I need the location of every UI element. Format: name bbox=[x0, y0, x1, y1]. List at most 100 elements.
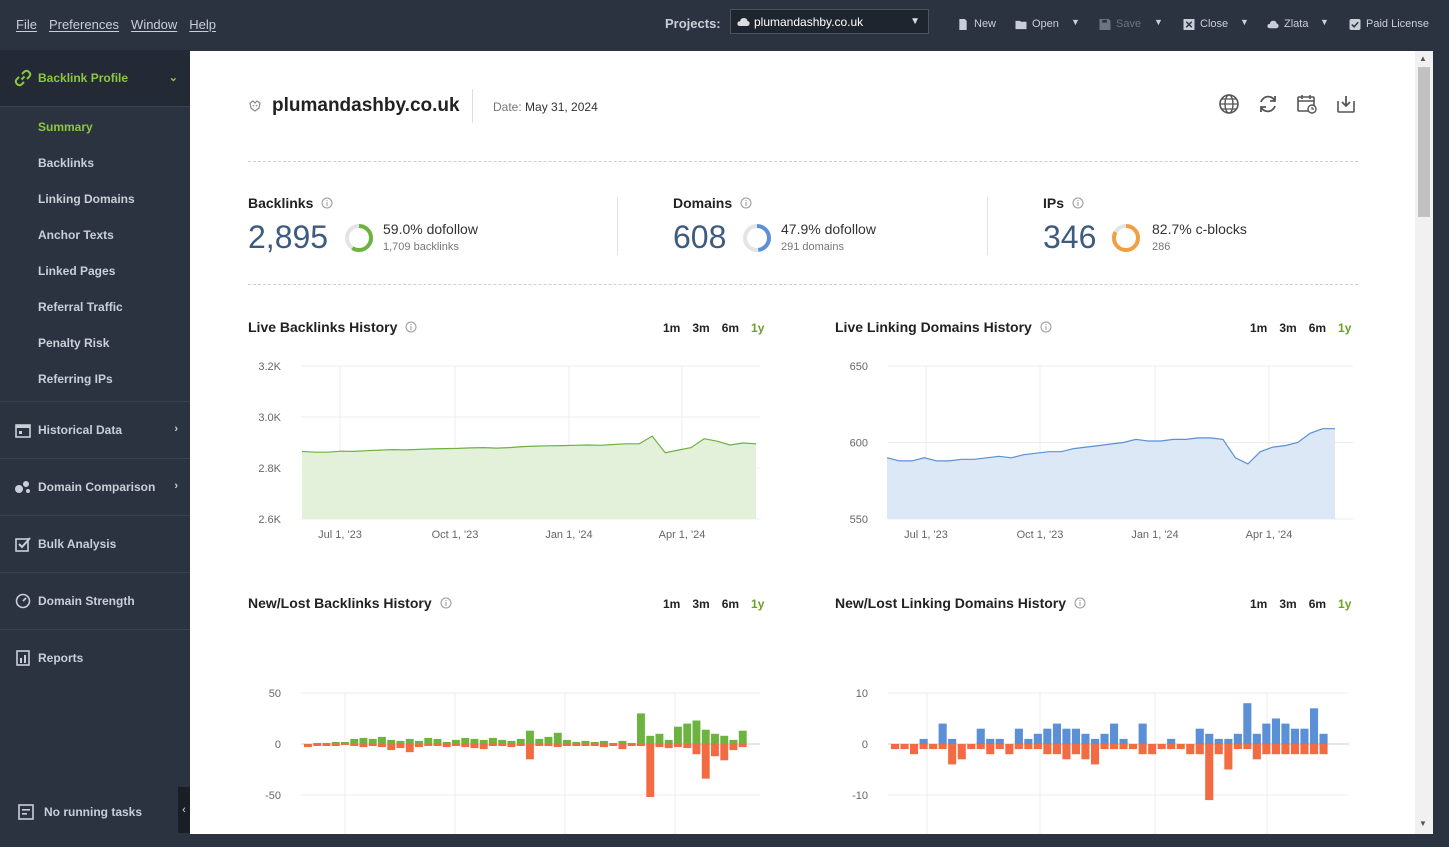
license-button[interactable]: Paid License bbox=[1349, 18, 1429, 30]
bar-lost[interactable] bbox=[1243, 744, 1252, 750]
bar-lost[interactable] bbox=[948, 744, 957, 765]
bar-new[interactable] bbox=[720, 735, 729, 744]
bar-lost[interactable] bbox=[304, 744, 312, 748]
bar-lost[interactable] bbox=[1195, 744, 1204, 755]
bar-new[interactable] bbox=[424, 737, 433, 744]
bar-new[interactable] bbox=[563, 739, 571, 744]
bar-lost[interactable] bbox=[910, 744, 919, 755]
bar-lost[interactable] bbox=[1110, 744, 1119, 750]
sidebar-item-backlinks[interactable]: Backlinks bbox=[38, 156, 95, 170]
bar-new[interactable] bbox=[1119, 738, 1128, 744]
bar-lost[interactable] bbox=[526, 744, 534, 760]
bar-new[interactable] bbox=[938, 723, 947, 744]
bar-lost[interactable] bbox=[359, 744, 368, 748]
sidebar-item-historical-data[interactable]: Historical Data › bbox=[0, 402, 190, 458]
bar-new[interactable] bbox=[637, 713, 645, 744]
bar-new[interactable] bbox=[1014, 728, 1023, 744]
bar-new[interactable] bbox=[627, 743, 636, 744]
bar-new[interactable] bbox=[479, 739, 488, 744]
sidebar-item-referral-traffic[interactable]: Referral Traffic bbox=[38, 300, 123, 314]
info-icon[interactable] bbox=[1072, 197, 1084, 209]
bar-new[interactable] bbox=[976, 728, 985, 744]
range-tab-3m[interactable]: 3m bbox=[1279, 321, 1297, 335]
sidebar-item-linked-pages[interactable]: Linked Pages bbox=[38, 264, 116, 278]
bar-new[interactable] bbox=[470, 738, 479, 744]
bar-lost[interactable] bbox=[1100, 744, 1109, 750]
bar-lost[interactable] bbox=[378, 744, 386, 748]
bar-lost[interactable] bbox=[424, 744, 433, 746]
new-button[interactable]: New bbox=[957, 18, 996, 30]
range-tab-1m[interactable]: 1m bbox=[663, 597, 681, 611]
bar-new[interactable] bbox=[1233, 733, 1242, 744]
range-tab-3m[interactable]: 3m bbox=[692, 597, 710, 611]
bar-lost[interactable] bbox=[627, 744, 636, 746]
bar-lost[interactable] bbox=[498, 744, 507, 746]
open-button[interactable]: Open bbox=[1015, 18, 1059, 30]
bar-lost[interactable] bbox=[1271, 744, 1280, 755]
bar-new[interactable] bbox=[1319, 733, 1328, 744]
bar-new[interactable] bbox=[516, 738, 525, 744]
bar-new[interactable] bbox=[664, 739, 673, 744]
bar-new[interactable] bbox=[1110, 723, 1119, 744]
bar-lost[interactable] bbox=[609, 744, 618, 746]
bar-lost[interactable] bbox=[442, 744, 451, 748]
sidebar-item-domain-comparison[interactable]: Domain Comparison › bbox=[0, 459, 190, 515]
bar-lost[interactable] bbox=[1091, 744, 1100, 765]
bar-new[interactable] bbox=[1033, 733, 1042, 744]
sidebar-item-domain-strength[interactable]: Domain Strength bbox=[0, 573, 190, 629]
bar-lost[interactable] bbox=[1052, 744, 1061, 755]
bar-lost[interactable] bbox=[461, 744, 470, 748]
bar-new[interactable] bbox=[1290, 728, 1299, 744]
bar-lost[interactable] bbox=[938, 744, 947, 750]
range-tab-1y[interactable]: 1y bbox=[751, 597, 765, 611]
bar-new[interactable] bbox=[442, 742, 451, 744]
bar-new[interactable] bbox=[1043, 728, 1052, 744]
bar-new[interactable] bbox=[553, 732, 562, 744]
bar-lost[interactable] bbox=[563, 744, 571, 746]
bar-new[interactable] bbox=[341, 742, 349, 744]
bar-new[interactable] bbox=[995, 738, 1004, 744]
sidebar-item-bulk-analysis[interactable]: Bulk Analysis bbox=[0, 516, 190, 572]
bar-lost[interactable] bbox=[720, 744, 729, 761]
bar-lost[interactable] bbox=[350, 744, 359, 746]
close-button[interactable]: Close bbox=[1183, 18, 1228, 30]
bar-lost[interactable] bbox=[313, 744, 322, 746]
range-tab-6m[interactable]: 6m bbox=[1308, 321, 1327, 335]
bar-new[interactable] bbox=[507, 740, 516, 744]
running-tasks-status[interactable]: No running tasks bbox=[18, 804, 142, 820]
bar-lost[interactable] bbox=[929, 744, 938, 750]
bar-new[interactable] bbox=[1224, 738, 1233, 744]
bar-lost[interactable] bbox=[452, 744, 460, 746]
sidebar-item-summary[interactable]: Summary bbox=[38, 120, 93, 134]
bar-lost[interactable] bbox=[900, 744, 909, 750]
range-tab-1y[interactable]: 1y bbox=[1338, 597, 1352, 611]
bar-new[interactable] bbox=[572, 742, 581, 744]
schedule-icon[interactable] bbox=[1296, 93, 1318, 115]
open-caret-icon[interactable]: ▼ bbox=[1071, 17, 1080, 27]
bar-lost[interactable] bbox=[415, 744, 423, 748]
range-tab-1m[interactable]: 1m bbox=[1250, 321, 1268, 335]
bar-new[interactable] bbox=[674, 726, 682, 744]
bar-lost[interactable] bbox=[341, 744, 349, 745]
range-tab-1y[interactable]: 1y bbox=[751, 321, 765, 335]
range-tab-6m[interactable]: 6m bbox=[721, 321, 740, 335]
bar-lost[interactable] bbox=[387, 744, 396, 751]
bar-lost[interactable] bbox=[919, 744, 928, 750]
bar-lost[interactable] bbox=[1138, 744, 1147, 755]
bar-lost[interactable] bbox=[1224, 744, 1233, 770]
bar-lost[interactable] bbox=[507, 744, 516, 748]
sidebar-item-anchor-texts[interactable]: Anchor Texts bbox=[38, 228, 114, 242]
bar-lost[interactable] bbox=[489, 744, 497, 746]
bar-lost[interactable] bbox=[1148, 744, 1157, 755]
vertical-scrollbar[interactable]: ▲ ▼ bbox=[1415, 51, 1433, 834]
bar-lost[interactable] bbox=[692, 744, 701, 755]
bar-new[interactable] bbox=[1062, 728, 1071, 744]
bar-new[interactable] bbox=[692, 720, 701, 745]
bar-new[interactable] bbox=[1243, 703, 1252, 744]
bar-lost[interactable] bbox=[581, 744, 590, 746]
bar-new[interactable] bbox=[1052, 723, 1061, 744]
sidebar-item-penalty-risk[interactable]: Penalty Risk bbox=[38, 336, 110, 350]
bar-new[interactable] bbox=[544, 736, 553, 744]
user-button[interactable]: Zlata bbox=[1267, 18, 1308, 30]
bar-new[interactable] bbox=[1167, 738, 1176, 744]
